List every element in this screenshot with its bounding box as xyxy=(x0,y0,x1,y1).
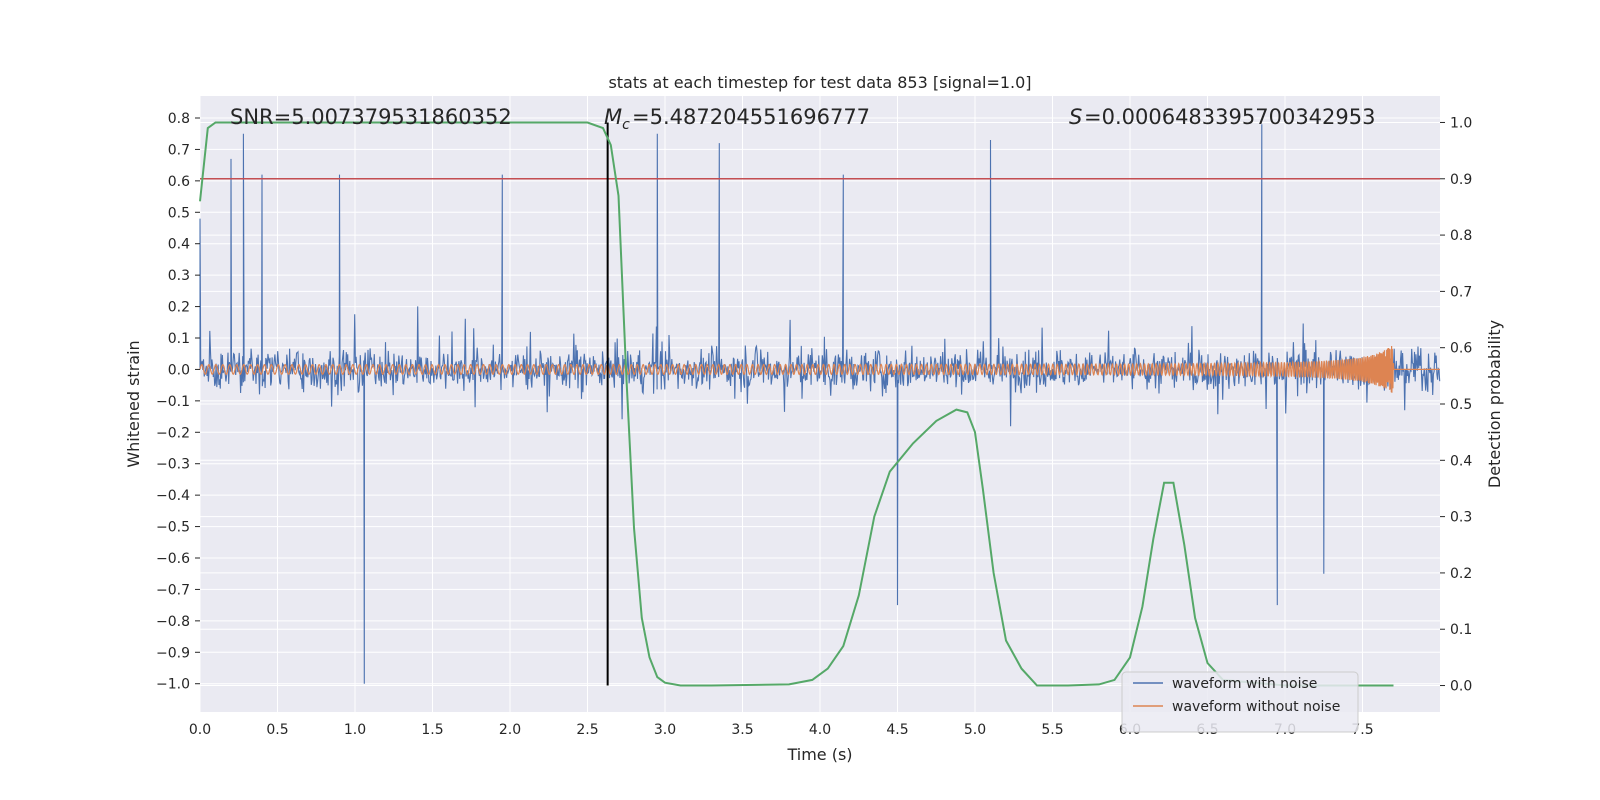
overlays xyxy=(200,122,1440,686)
x-tick-label: 3.0 xyxy=(654,722,676,738)
legend-label-clean: waveform without noise xyxy=(1172,699,1340,715)
chart-title: stats at each timestep for test data 853… xyxy=(608,73,1031,92)
snr-annotation: SNR=5.007379531860352 xyxy=(230,105,512,129)
y-axis-label: Whitened strain xyxy=(124,340,143,467)
x-tick-label: 4.0 xyxy=(809,722,831,738)
y-tick-label: −0.1 xyxy=(156,394,190,410)
s-value: =0.0006483395700342953 xyxy=(1084,105,1376,129)
y-tick-label: −0.8 xyxy=(156,614,190,630)
y-tick-label: 0.7 xyxy=(168,142,190,158)
y-tick-label: 0.6 xyxy=(168,174,190,190)
series-waveform-without-noise xyxy=(199,345,1440,393)
y2-tick-label: 0.3 xyxy=(1450,510,1472,526)
y-axis-ticks: 0.8 0.7 0.6 0.5 0.4 0.3 0.2 0.1 0.0 −0.1 −0.2 −0.3 −… xyxy=(156,111,200,693)
x-tick-label: 2.0 xyxy=(499,722,521,738)
y2-axis-label: Detection probability xyxy=(1485,320,1504,488)
y-tick-label: −0.5 xyxy=(156,520,190,536)
x-tick-label: 2.5 xyxy=(576,722,598,738)
y-tick-label: 0.5 xyxy=(168,205,190,221)
svg-text:S: S xyxy=(1069,105,1082,129)
y-tick-label: 0.0 xyxy=(168,362,190,378)
x-tick-label: 3.5 xyxy=(731,722,753,738)
legend-box xyxy=(1121,671,1359,733)
chirp-mass-annotation: Mc =5.487204551696777 xyxy=(604,105,870,133)
x-tick-label: 0.5 xyxy=(266,722,288,738)
y-tick-label: −0.3 xyxy=(156,457,190,473)
x-tick-label: 1.0 xyxy=(344,722,366,738)
y-tick-label: −1.0 xyxy=(156,677,190,693)
y-tick-label: −0.9 xyxy=(156,645,190,661)
y-tick-label: −0.2 xyxy=(156,425,190,441)
x-tick-label: 5.5 xyxy=(1041,722,1063,738)
y-tick-label: 0.4 xyxy=(168,237,190,253)
y-tick-label: −0.7 xyxy=(156,582,190,598)
y2-tick-label: 0.1 xyxy=(1450,622,1472,638)
chirp-mass-value: =5.487204551696777 xyxy=(632,105,870,129)
legend: waveform with noise waveform without noi… xyxy=(1121,671,1359,733)
x-tick-label: 0.0 xyxy=(189,722,211,738)
y-tick-label: −0.4 xyxy=(156,488,190,504)
s-annotation: S =0.0006483395700342953 xyxy=(1069,105,1376,129)
x-tick-label: 4.5 xyxy=(886,722,908,738)
y-tick-label: 0.8 xyxy=(168,111,190,127)
y-tick-label: 0.3 xyxy=(168,268,190,284)
y2-tick-label: 0.7 xyxy=(1450,284,1472,300)
clean-waveform-line xyxy=(199,345,1440,393)
y2-axis-ticks: 1.0 0.9 0.8 0.7 0.6 0.5 0.4 0.3 0.2 0.1 0.0 xyxy=(1440,115,1472,695)
x-tick-label: 5.0 xyxy=(964,722,986,738)
legend-label-noise: waveform with noise xyxy=(1172,676,1317,692)
y-tick-label: 0.2 xyxy=(168,300,190,316)
y2-tick-label: 0.9 xyxy=(1450,172,1472,188)
y2-tick-label: 0.0 xyxy=(1450,679,1472,695)
x-tick-label: 1.5 xyxy=(421,722,443,738)
detection-probability-line xyxy=(199,121,1394,687)
y-tick-label: −0.6 xyxy=(156,551,190,567)
y2-tick-label: 0.2 xyxy=(1450,566,1472,582)
x-axis-label: Time (s) xyxy=(786,745,852,764)
y-tick-label: 0.1 xyxy=(168,331,190,347)
y2-tick-label: 0.8 xyxy=(1450,228,1472,244)
y2-tick-label: 1.0 xyxy=(1450,115,1472,131)
y2-tick-label: 0.6 xyxy=(1450,341,1472,357)
y2-tick-label: 0.4 xyxy=(1450,453,1472,469)
y2-tick-label: 0.5 xyxy=(1450,397,1472,413)
series-detection-probability xyxy=(199,121,1394,687)
